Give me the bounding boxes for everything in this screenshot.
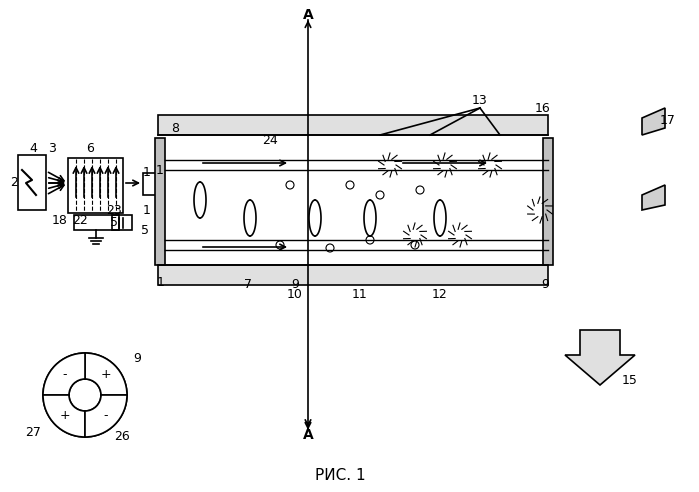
Text: 11: 11 (352, 288, 368, 302)
Text: 1: 1 (143, 204, 151, 216)
Text: 16: 16 (535, 101, 551, 115)
Text: 4: 4 (29, 142, 37, 154)
Text: 1: 1 (157, 276, 165, 288)
Text: 2: 2 (10, 177, 18, 189)
Wedge shape (43, 353, 85, 395)
Text: 12: 12 (432, 288, 448, 302)
Text: 7: 7 (244, 278, 252, 291)
Text: 3: 3 (48, 142, 56, 154)
Bar (158, 265, 548, 285)
Text: 5: 5 (110, 215, 118, 228)
Text: +: + (100, 368, 111, 381)
Text: +: + (59, 409, 70, 422)
Wedge shape (43, 395, 85, 437)
Wedge shape (85, 353, 127, 395)
Bar (155, 138, 165, 265)
Text: 5: 5 (141, 223, 149, 237)
Polygon shape (565, 330, 635, 385)
Text: 13: 13 (472, 93, 488, 106)
Text: РИС. 1: РИС. 1 (315, 467, 366, 483)
Text: 9: 9 (133, 351, 141, 365)
Text: 10: 10 (287, 288, 303, 302)
Text: A: A (303, 428, 313, 442)
Text: 22: 22 (72, 214, 88, 226)
Polygon shape (642, 185, 665, 210)
Text: 26: 26 (114, 430, 130, 443)
Bar (68, 158, 123, 213)
Text: 1: 1 (143, 165, 151, 179)
Bar (143, 173, 157, 195)
Bar (18, 155, 46, 210)
Text: 1: 1 (156, 163, 164, 177)
Circle shape (69, 379, 101, 411)
Text: -: - (62, 368, 66, 381)
Text: 6: 6 (86, 142, 94, 154)
Text: 24: 24 (262, 133, 278, 147)
Text: 9: 9 (541, 278, 549, 291)
Text: -: - (103, 409, 108, 422)
Text: 15: 15 (622, 373, 638, 387)
Text: 9: 9 (291, 278, 299, 291)
Bar (543, 138, 553, 265)
Text: 23: 23 (106, 204, 122, 216)
Text: 27: 27 (25, 426, 41, 438)
Bar (74, 215, 119, 230)
Text: A: A (303, 8, 313, 22)
Text: 18: 18 (52, 214, 68, 226)
Polygon shape (642, 108, 665, 135)
Text: 8: 8 (171, 122, 179, 134)
Text: 17: 17 (660, 114, 676, 126)
Bar (158, 115, 548, 135)
Wedge shape (85, 395, 127, 437)
Bar (112, 215, 132, 230)
